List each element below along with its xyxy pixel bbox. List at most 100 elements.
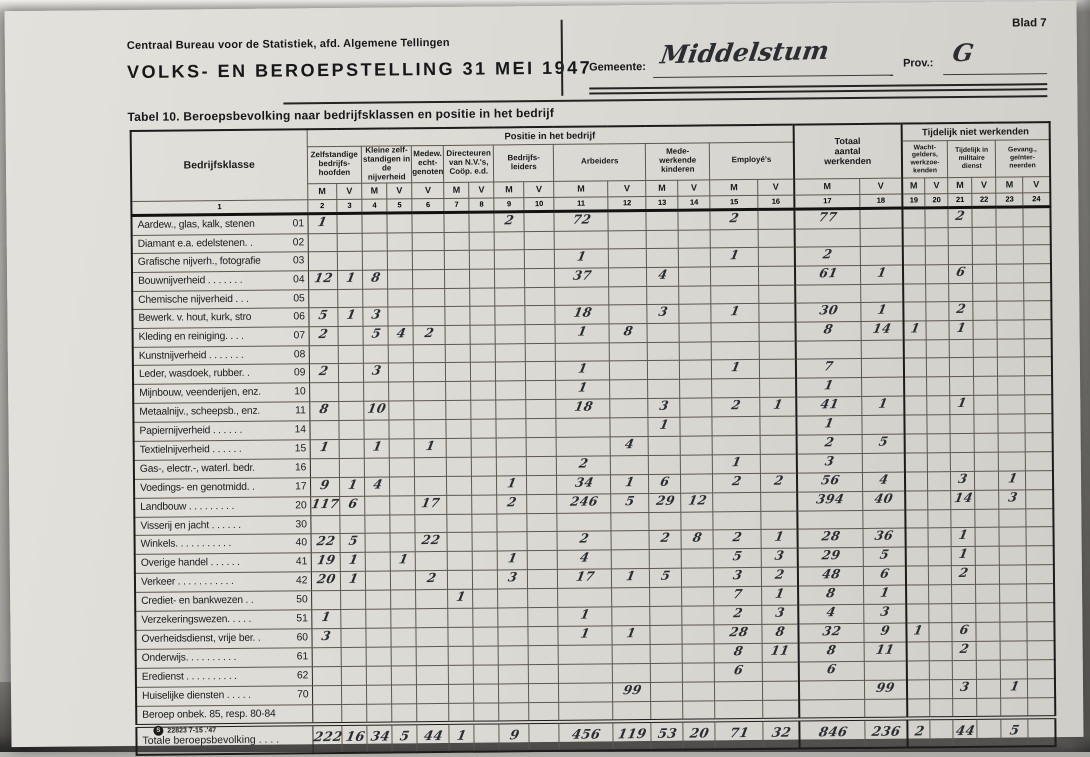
data-cell-c7	[446, 438, 471, 457]
data-cell-c22	[975, 546, 999, 565]
data-cell-c18	[865, 699, 907, 719]
data-cell-c21	[951, 452, 975, 471]
data-cell-c12	[611, 455, 649, 474]
data-cell-c10	[526, 380, 556, 399]
handwritten-value: 1	[580, 626, 592, 641]
handwritten-total: 44	[955, 724, 977, 739]
row-code: 17	[295, 482, 307, 493]
data-cell-c2: 19	[311, 552, 341, 571]
handwritten-value: 394	[815, 491, 845, 506]
data-cell-c3: 1	[338, 270, 363, 289]
handwritten-value: 1	[1009, 679, 1021, 694]
page-title: VOLKS- EN BEROEPSTELLING 31 MEI 1947	[127, 58, 592, 83]
data-cell-c23	[999, 452, 1026, 471]
data-cell-c12	[611, 512, 649, 530]
data-cell-c2	[308, 251, 338, 270]
data-cell-c20	[926, 283, 949, 301]
data-cell-c6	[413, 269, 445, 288]
row-label: Crediet- en bankwezen . .	[141, 595, 296, 607]
row-code: 03	[293, 256, 305, 267]
data-cell-c15: 2	[713, 473, 761, 492]
handwritten-total: 1	[456, 729, 468, 744]
data-cell-c8	[471, 381, 496, 400]
data-cell-c13	[647, 248, 679, 267]
data-cell-c15: 3	[714, 567, 762, 586]
handwritten-value: 4	[624, 436, 636, 451]
row-code: 30	[295, 519, 307, 530]
data-cell-c24	[1026, 451, 1053, 470]
data-cell-c14	[683, 663, 715, 682]
row-code: 10	[294, 387, 306, 398]
data-cell-c21	[953, 660, 977, 679]
data-cell-c2: 1	[310, 439, 340, 458]
data-cell-c6	[414, 419, 446, 438]
data-cell-c15	[712, 416, 760, 435]
data-cell-c15: 2	[713, 529, 761, 548]
colnum-22: 22	[972, 193, 996, 207]
data-cell-c11	[557, 513, 611, 532]
data-cell-c8	[471, 419, 496, 438]
colnum-18: 18	[860, 194, 902, 208]
data-cell-c19	[902, 228, 925, 246]
data-cell-c20	[928, 471, 951, 490]
data-cell-c24	[1028, 678, 1055, 697]
data-cell-c13	[647, 323, 679, 342]
handwritten-total: 20	[689, 726, 711, 741]
data-cell-c4: 3	[363, 307, 388, 326]
data-cell-c16: 3	[762, 605, 798, 624]
row-code: 02	[293, 237, 305, 248]
data-cell-c10	[528, 569, 558, 588]
data-cell-c9	[495, 249, 525, 268]
data-cell-c15: 1	[713, 454, 761, 473]
handwritten-value: 2	[318, 326, 330, 341]
handwritten-value: 1	[347, 552, 359, 567]
data-cell-c11: 18	[556, 399, 610, 419]
row-label: Kleding en reiniging. . . .	[139, 331, 294, 343]
data-cell-c3: 1	[341, 571, 366, 590]
handwritten-value: 5	[660, 568, 672, 583]
data-cell-c7	[446, 400, 471, 419]
data-cell-c6	[415, 514, 447, 532]
data-cell-c3: 1	[338, 307, 363, 326]
row-label: Overige handel . . . . . .	[141, 557, 296, 569]
data-cell-c21: 6	[952, 622, 976, 641]
data-cell-c23	[1000, 584, 1027, 603]
data-cell-c23	[998, 414, 1025, 433]
data-cell-c2: 1	[311, 609, 341, 628]
data-cell-c15	[713, 511, 761, 529]
data-cell-c2: 5	[308, 307, 338, 326]
mv-header-c13: M	[646, 180, 678, 196]
data-cell-c3	[337, 251, 362, 270]
data-cell-c8	[472, 551, 497, 570]
gemeente-label: Gemeente:	[589, 61, 646, 74]
data-cell-c11: 1	[555, 324, 609, 344]
data-cell-c19	[907, 661, 930, 680]
mv-header-c6: V	[412, 182, 444, 198]
row-label: Papiernijverheid . . . . . .	[139, 425, 294, 437]
row-label-cell: Huiselijke diensten . . . . .70	[136, 686, 312, 707]
data-cell-c4: 4	[365, 477, 390, 496]
data-cell-c17: 2	[795, 246, 861, 266]
data-cell-c14	[680, 436, 712, 455]
handwritten-value: 1	[729, 247, 741, 262]
data-cell-c8	[471, 438, 496, 457]
handwritten-value: 1	[772, 397, 784, 412]
row-label: Grafische nijverh., fotografie	[138, 256, 293, 268]
handwritten-value: 5	[879, 547, 891, 562]
data-cell-c19	[906, 566, 929, 585]
handwritten-value: 8	[623, 323, 635, 338]
data-cell-c18: 11	[864, 642, 906, 661]
row-code: 07	[294, 331, 306, 342]
row-code: 61	[297, 652, 309, 663]
data-cell-c22	[975, 490, 999, 509]
handwritten-value: 11	[770, 643, 791, 658]
data-cell-c23	[996, 207, 1023, 227]
data-cell-c23	[999, 546, 1026, 565]
data-cell-c2	[312, 685, 342, 704]
mv-header-c8: V	[469, 182, 494, 198]
data-cell-c9	[496, 380, 526, 399]
handwritten-value: 4	[826, 604, 838, 619]
data-cell-c2	[309, 420, 339, 439]
data-cell-c9	[497, 531, 527, 550]
